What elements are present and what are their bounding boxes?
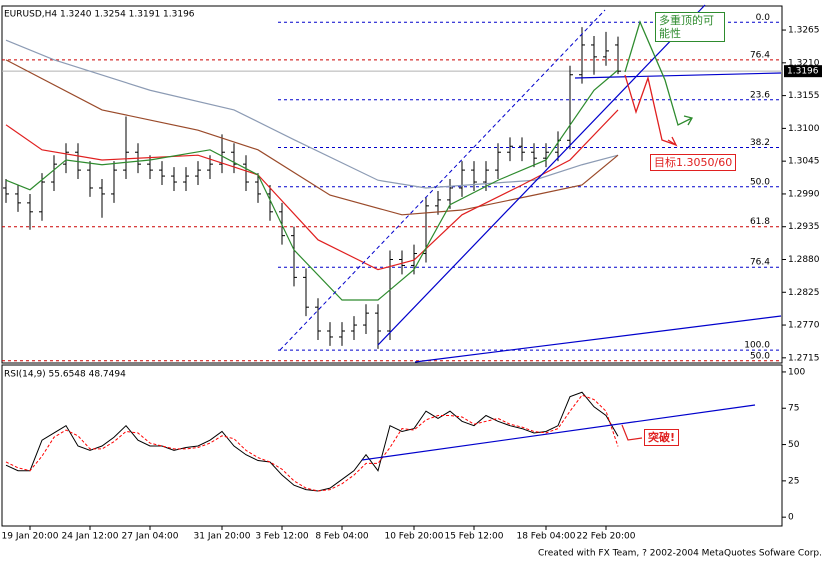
projection-arrow bbox=[624, 20, 693, 126]
x-tick-label: 10 Feb 20:00 bbox=[384, 532, 443, 542]
neckline bbox=[574, 72, 782, 79]
moving-average bbox=[5, 59, 619, 216]
y-tick-label: 1.3100 bbox=[788, 124, 820, 134]
y-tick-label: 1.2825 bbox=[788, 288, 820, 298]
rsi-line bbox=[5, 394, 619, 492]
y-tick-label: 1.2880 bbox=[788, 255, 820, 265]
fib-label: 76.4 bbox=[750, 50, 770, 60]
x-tick-label: 8 Feb 04:00 bbox=[315, 532, 369, 542]
x-tick-label: 15 Feb 12:00 bbox=[444, 532, 503, 542]
annotation-box: 突破! bbox=[644, 429, 680, 446]
trend-line bbox=[377, 4, 706, 346]
x-tick-label: 18 Feb 04:00 bbox=[516, 532, 575, 542]
fib-label: 38.2 bbox=[750, 138, 770, 148]
fib-label: 0.0 bbox=[756, 13, 771, 23]
y-tick-label: 1.3265 bbox=[788, 26, 820, 36]
x-tick-label: 27 Jan 04:00 bbox=[122, 532, 179, 542]
fib-label: 100.0 bbox=[744, 341, 770, 351]
moving-average bbox=[5, 69, 619, 301]
y-tick-label: 1.3210 bbox=[788, 58, 820, 68]
annotation-box: 多重顶的可能性 bbox=[655, 12, 725, 42]
fib-label: 50.0 bbox=[750, 177, 770, 187]
channel-line bbox=[279, 9, 606, 351]
arrow-head bbox=[683, 115, 693, 126]
y-tick-label: 0 bbox=[788, 513, 794, 523]
fib-label: 61.8 bbox=[750, 217, 770, 227]
moving-average bbox=[5, 39, 619, 189]
rsi-trend-line bbox=[361, 404, 756, 461]
y-tick-label: 1.3155 bbox=[788, 91, 820, 101]
footer: Created with FX Team, ? 2002-2004 MetaQu… bbox=[538, 549, 822, 559]
x-tick-label: 24 Jan 12:00 bbox=[62, 532, 119, 542]
y-tick-label: 1.2935 bbox=[788, 222, 820, 232]
rsi-title: RSI(14,9) 55.6548 48.7494 bbox=[4, 370, 126, 380]
x-tick-label: 19 Jan 20:00 bbox=[2, 532, 59, 542]
x-tick-label: 3 Feb 12:00 bbox=[255, 532, 309, 542]
y-tick-label: 25 bbox=[788, 476, 799, 486]
price-title: EURUSD,H4 1.3240 1.3254 1.3191 1.3196 bbox=[4, 10, 195, 20]
projection-arrow bbox=[624, 74, 677, 146]
fib-label: 50.0 bbox=[750, 351, 770, 361]
fib-label: 23.6 bbox=[750, 90, 770, 100]
annotation-box: 目标1.3050/60 bbox=[650, 154, 737, 171]
fib-label: 76.4 bbox=[750, 258, 770, 268]
arrow-head bbox=[667, 136, 678, 147]
y-tick-label: 1.2770 bbox=[788, 321, 820, 331]
y-tick-label: 1.2715 bbox=[788, 353, 820, 363]
x-tick-label: 31 Jan 20:00 bbox=[194, 532, 251, 542]
rsi-line bbox=[5, 391, 619, 492]
x-tick-label: 22 Feb 20:00 bbox=[576, 532, 635, 542]
current-price-box bbox=[784, 65, 822, 78]
y-tick-label: 50 bbox=[788, 440, 800, 450]
current-price-label: 1.3196 bbox=[787, 67, 819, 77]
break-arrow bbox=[621, 424, 643, 441]
trend-line bbox=[414, 315, 782, 363]
y-tick-label: 75 bbox=[788, 404, 799, 414]
y-tick-label: 1.3045 bbox=[788, 157, 820, 167]
price-panel bbox=[1, 5, 783, 364]
y-tick-label: 100 bbox=[788, 367, 805, 377]
moving-average bbox=[5, 109, 619, 271]
y-tick-label: 1.2990 bbox=[788, 189, 820, 199]
